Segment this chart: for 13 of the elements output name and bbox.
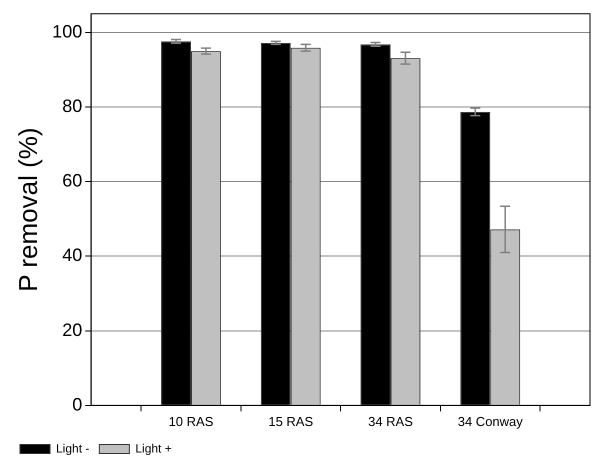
y-tick-label: 40 xyxy=(62,245,82,266)
x-tick-label: 34 Conway xyxy=(458,414,524,429)
x-tick-label: 15 RAS xyxy=(268,414,314,429)
x-tick-label: 34 RAS xyxy=(368,414,414,429)
legend-label: Light - xyxy=(56,441,90,456)
y-tick-label: 80 xyxy=(62,96,82,116)
y-tick-label: 20 xyxy=(62,320,82,340)
x-tick-label: 10 RAS xyxy=(168,414,214,429)
y-tick-label: 0 xyxy=(72,394,82,414)
y-tick-label: 60 xyxy=(62,170,82,191)
legend-label: Light + xyxy=(135,441,172,456)
y-tick-label: 100 xyxy=(52,21,82,42)
y-axis-title: P removal (%) xyxy=(12,127,43,292)
